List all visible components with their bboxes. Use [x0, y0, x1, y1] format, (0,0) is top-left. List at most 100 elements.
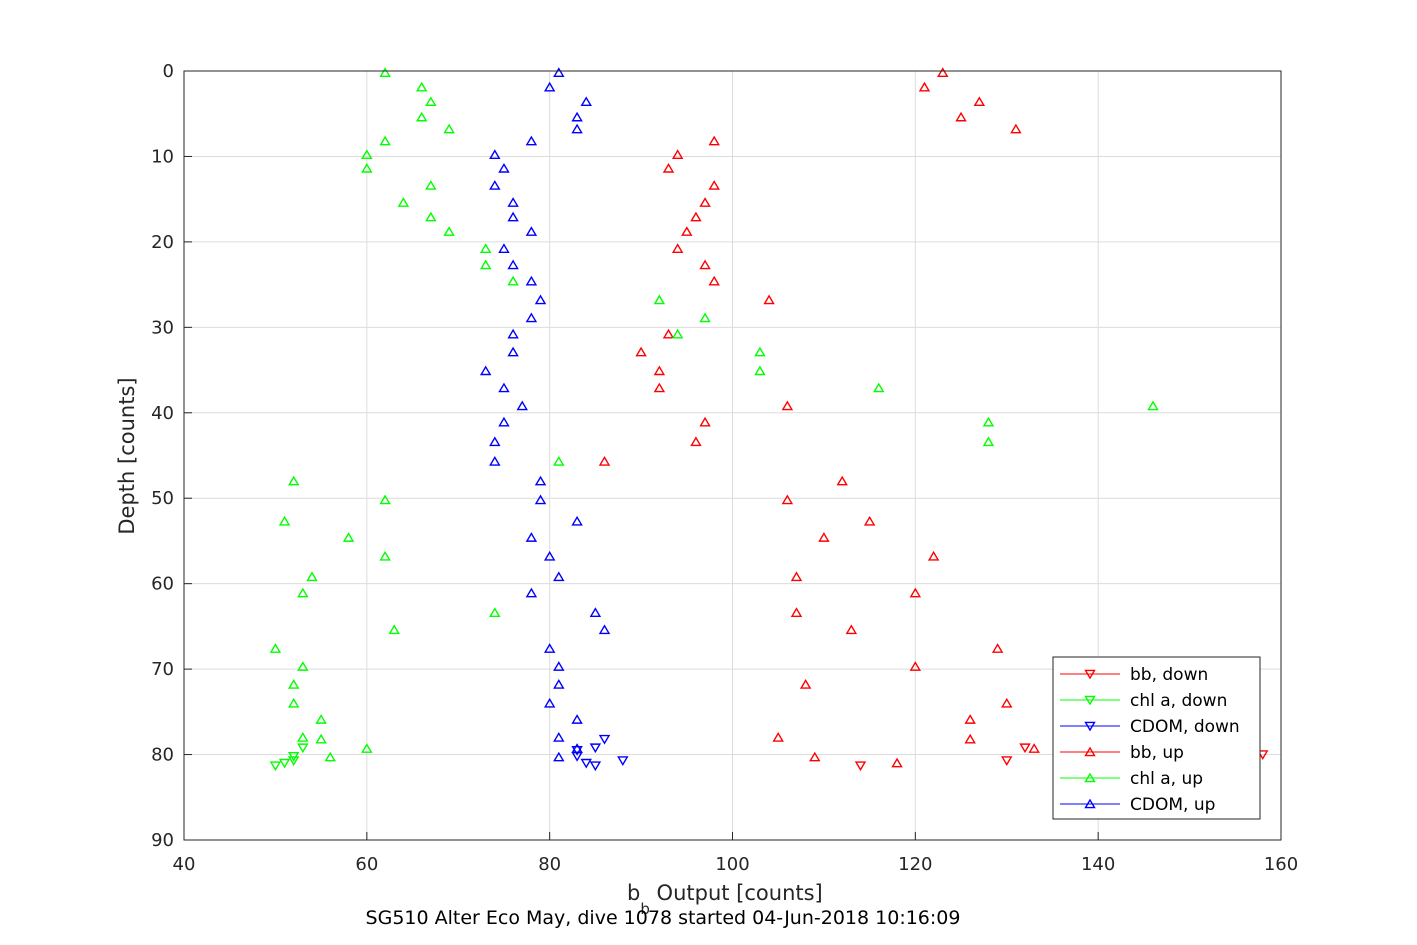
data-point-bb-up — [653, 365, 666, 376]
data-point-chl-a-up — [553, 456, 565, 466]
data-point-bb-up — [681, 226, 693, 236]
data-point-cdom-down — [589, 743, 602, 754]
data-point-chl-a-up — [443, 226, 455, 236]
data-point-cdom-up — [489, 456, 501, 466]
data-point-bb-up — [863, 515, 876, 526]
data-point-bb-up — [772, 732, 784, 742]
data-point-chl-a-up — [315, 733, 327, 744]
data-point-bb-up — [763, 294, 775, 305]
data-point-chl-a-up — [507, 275, 519, 286]
data-point-cdom-up — [534, 294, 547, 305]
data-point-cdom-up — [525, 587, 538, 598]
data-point-chl-a-up — [287, 679, 300, 689]
data-point-cdom-up — [507, 211, 519, 222]
data-point-bb-up — [1010, 123, 1022, 134]
y-tick-label: 60 — [151, 574, 174, 595]
data-point-chl-a-up — [269, 643, 282, 653]
y-axis-ticks: 0 10 20 30 40 50 60 70 80 90 — [151, 61, 192, 851]
data-point-chl-a-up — [324, 751, 336, 762]
data-point-cdom-up — [479, 365, 492, 376]
data-point-bb-up — [598, 456, 611, 466]
data-point-chl-a-up — [297, 661, 309, 671]
data-point-cdom-up — [553, 67, 565, 78]
y-axis-label: Depth [counts] — [115, 377, 139, 534]
data-point-chl-a-up — [287, 475, 300, 486]
data-point-chl-a-up — [315, 714, 327, 724]
data-point-bb-up — [964, 733, 976, 744]
data-point-cdom-up — [553, 732, 565, 742]
data-point-bb-down — [854, 761, 867, 772]
data-point-chl-a-up — [361, 162, 373, 173]
data-point-bb-up — [781, 400, 794, 411]
data-point-bb-up — [991, 643, 1004, 653]
data-point-bb-up — [662, 328, 675, 339]
data-point-chl-a-up — [379, 550, 391, 561]
x-tick-label: 120 — [898, 854, 932, 875]
data-point-bb-up — [671, 243, 684, 254]
data-point-chl-a-up — [361, 743, 373, 753]
data-point-cdom-up — [571, 111, 583, 122]
legend-marker — [1084, 772, 1096, 783]
data-point-cdom-up — [507, 328, 519, 339]
data-point-bb-up — [790, 571, 803, 582]
legend-box — [1052, 656, 1261, 820]
data-point-bb-up — [964, 714, 976, 724]
data-point-cdom-up — [525, 135, 538, 146]
y-tick-label: 70 — [151, 659, 174, 680]
legend-entry-label: bb, down — [1130, 665, 1208, 685]
data-point-cdom-up — [525, 312, 538, 323]
data-point-cdom-up — [507, 197, 519, 207]
data-point-cdom-up — [534, 494, 547, 505]
data-point-bb-up — [836, 475, 848, 486]
data-point-chl-a-down — [269, 761, 282, 772]
data-point-bb-up — [799, 679, 812, 689]
x-tick-label: 140 — [1081, 854, 1115, 875]
data-point-chl-a-up — [415, 81, 428, 92]
data-point-cdom-up — [543, 81, 556, 92]
data-point-bb-up — [955, 111, 967, 122]
data-point-cdom-up — [525, 275, 538, 286]
data-point-bb-up — [708, 275, 720, 286]
data-point-bb-up — [690, 211, 702, 222]
data-point-bb-up — [699, 416, 711, 427]
data-point-bb-up — [662, 162, 675, 173]
data-point-chl-a-up — [982, 416, 995, 427]
y-tick-label: 90 — [151, 830, 174, 851]
data-point-bb-up — [909, 661, 922, 671]
chart-caption: SG510 Alter Eco May, dive 1078 started 0… — [366, 907, 961, 929]
data-point-chl-a-up — [388, 624, 400, 635]
data-point-cdom-up — [571, 515, 583, 526]
legend-marker — [1084, 669, 1096, 680]
data-point-bb-up — [699, 197, 711, 207]
data-point-chl-a-up — [1147, 400, 1159, 411]
y-tick-label: 0 — [163, 61, 174, 82]
data-point-chl-a-up — [297, 732, 309, 742]
y-tick-label: 10 — [151, 146, 174, 167]
x-axis-label: bb Output [counts] — [627, 881, 823, 918]
data-point-cdom-up — [580, 96, 592, 107]
data-point-bb-up — [790, 607, 803, 618]
data-point-cdom-up — [498, 243, 510, 254]
legend-entry-label: CDOM, up — [1130, 795, 1215, 815]
data-point-chl-a-up — [361, 149, 373, 160]
legend: bb, down chl a, down CDOM, down bb, up chl a… — [1052, 656, 1261, 820]
data-point-bb-up — [653, 382, 666, 393]
data-point-chl-a-up — [479, 259, 492, 270]
y-tick-label: 80 — [151, 745, 174, 766]
data-point-chl-a-down — [287, 751, 300, 762]
data-point-bb-down — [1019, 743, 1031, 754]
data-point-cdom-up — [553, 661, 565, 671]
x-axis-ticks: 40 60 80 100 120 140 160 — [173, 832, 1298, 875]
data-point-bb-up — [635, 346, 647, 357]
data-point-cdom-up — [553, 751, 565, 762]
data-point-chl-a-up — [379, 494, 391, 505]
data-point-cdom-up — [516, 400, 528, 411]
data-point-chl-a-up — [287, 697, 300, 708]
data-point-cdom-down — [617, 756, 629, 766]
legend-marker — [1084, 721, 1096, 732]
y-tick-label: 30 — [151, 317, 174, 338]
data-point-cdom-down — [571, 745, 583, 756]
data-point-cdom-up — [534, 475, 547, 486]
data-point-chl-a-up — [278, 515, 291, 526]
legend-entry-label: bb, up — [1130, 743, 1184, 763]
